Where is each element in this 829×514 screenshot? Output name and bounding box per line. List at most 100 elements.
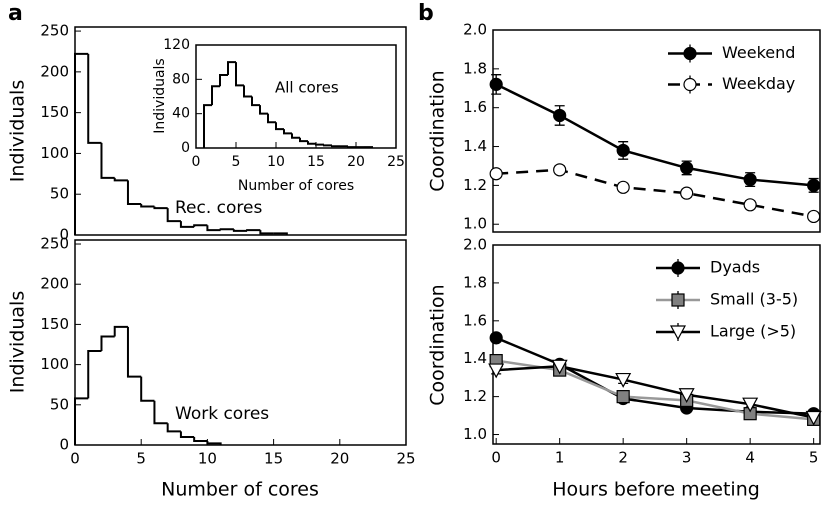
histogram-bin: [232, 229, 248, 232]
histogram-bin: [219, 74, 228, 87]
y-tick-label: 200: [40, 62, 69, 80]
x-tick-label: 20: [347, 154, 365, 170]
annotation: Work cores: [175, 404, 269, 424]
plot-frame: [492, 29, 821, 233]
histogram-bin: [323, 144, 332, 147]
histogram-bin: [179, 431, 195, 438]
panel-letter: b: [418, 1, 434, 26]
histogram-bin: [113, 325, 128, 337]
legend-marker: [669, 325, 687, 341]
y-axis-label: Individuals: [7, 291, 29, 393]
x-tick-label: 5: [232, 154, 241, 170]
annotation: All cores: [275, 79, 339, 97]
x-tick-label: 0: [491, 449, 501, 467]
histogram-bin: [206, 440, 222, 445]
plot-frame: [195, 44, 397, 149]
plot-frame: [492, 244, 821, 445]
legend-label: Large (>5): [710, 322, 796, 341]
histogram-bin: [315, 143, 324, 146]
data-point: [616, 143, 630, 158]
data-point: [551, 359, 568, 375]
histogram-bin: [153, 206, 168, 210]
histogram-bin: [193, 436, 208, 442]
data-point: [680, 186, 694, 200]
y-tick-label: 1.0: [463, 215, 487, 233]
legend-label: Dyads: [710, 258, 760, 277]
data-point: [489, 77, 503, 91]
legend-label: Weekend: [722, 43, 795, 62]
x-tick-label: 10: [267, 154, 285, 170]
x-tick-label: 2: [618, 449, 628, 467]
histogram-bin: [179, 221, 195, 228]
y-axis-label: Coordination: [427, 284, 449, 405]
histogram-bin: [235, 62, 244, 87]
data-point: [678, 388, 695, 403]
histogram-bin: [74, 52, 89, 235]
data-point: [743, 172, 757, 187]
y-tick-label: 1.6: [463, 98, 487, 116]
histogram-bin: [219, 228, 234, 231]
series-line: [495, 336, 814, 415]
histogram-bin: [243, 85, 252, 98]
y-tick-label: 200: [40, 275, 69, 293]
series-line: [495, 359, 814, 421]
legend-marker: [671, 261, 685, 275]
histogram-bin: [126, 326, 142, 378]
y-tick-label: 150: [40, 103, 69, 121]
histogram-bin: [251, 96, 260, 107]
y-tick-label: 150: [40, 315, 69, 333]
histogram-bin: [307, 141, 316, 145]
histogram-bin: [259, 230, 274, 235]
data-point: [615, 372, 632, 388]
y-tick-label: 100: [40, 144, 69, 162]
histogram-bin: [126, 180, 142, 206]
histogram-bin: [140, 376, 155, 402]
data-point: [743, 198, 757, 212]
y-tick-label: 1.8: [463, 59, 487, 77]
x-tick-label: 25: [396, 450, 415, 468]
x-tick-label: 20: [330, 450, 349, 468]
series-line: [496, 365, 814, 419]
histogram-bin: [193, 224, 208, 227]
x-tick-label: 15: [264, 450, 283, 468]
data-point: [807, 209, 821, 224]
legend-marker: [683, 46, 697, 61]
histogram-bin: [206, 225, 221, 232]
y-axis-label: Individuals: [152, 58, 168, 133]
data-point: [553, 163, 567, 177]
legend-marker: [683, 77, 697, 92]
x-tick-label: 15: [307, 154, 325, 170]
y-tick-label: 1.0: [463, 425, 487, 443]
histogram-bin: [211, 85, 220, 106]
y-tick-label: 2.0: [463, 21, 487, 39]
y-axis-label: Individuals: [7, 80, 29, 182]
y-axis-label: Coordination: [427, 70, 449, 191]
histogram-bin: [100, 142, 115, 179]
legend-label: Weekday: [722, 74, 795, 93]
histogram-bin: [203, 104, 212, 148]
legend-marker: [671, 293, 685, 307]
y-tick-label: 1.6: [463, 311, 487, 329]
y-tick-label: 80: [172, 71, 190, 87]
histogram-bin: [166, 208, 181, 223]
x-axis-label: Hours before meeting: [552, 479, 760, 501]
histogram-bin: [100, 335, 115, 351]
series-line: [495, 83, 814, 187]
histogram-bin: [153, 400, 168, 425]
y-tick-label: 1.2: [463, 387, 487, 405]
x-tick-label: 4: [745, 449, 755, 467]
histogram-bin: [299, 137, 308, 143]
histogram-bin: [331, 145, 340, 148]
x-axis-label: Number of cores: [238, 178, 354, 194]
data-point: [489, 331, 503, 345]
x-tick-label: 0: [192, 154, 201, 170]
histogram-bin: [113, 177, 128, 182]
data-point: [616, 180, 630, 194]
y-tick-label: 250: [40, 22, 69, 40]
data-point: [616, 390, 630, 404]
x-tick-label: 0: [70, 450, 80, 468]
plot-frame: [74, 239, 407, 446]
y-tick-label: 50: [50, 185, 69, 203]
histogram-bin: [283, 129, 292, 135]
